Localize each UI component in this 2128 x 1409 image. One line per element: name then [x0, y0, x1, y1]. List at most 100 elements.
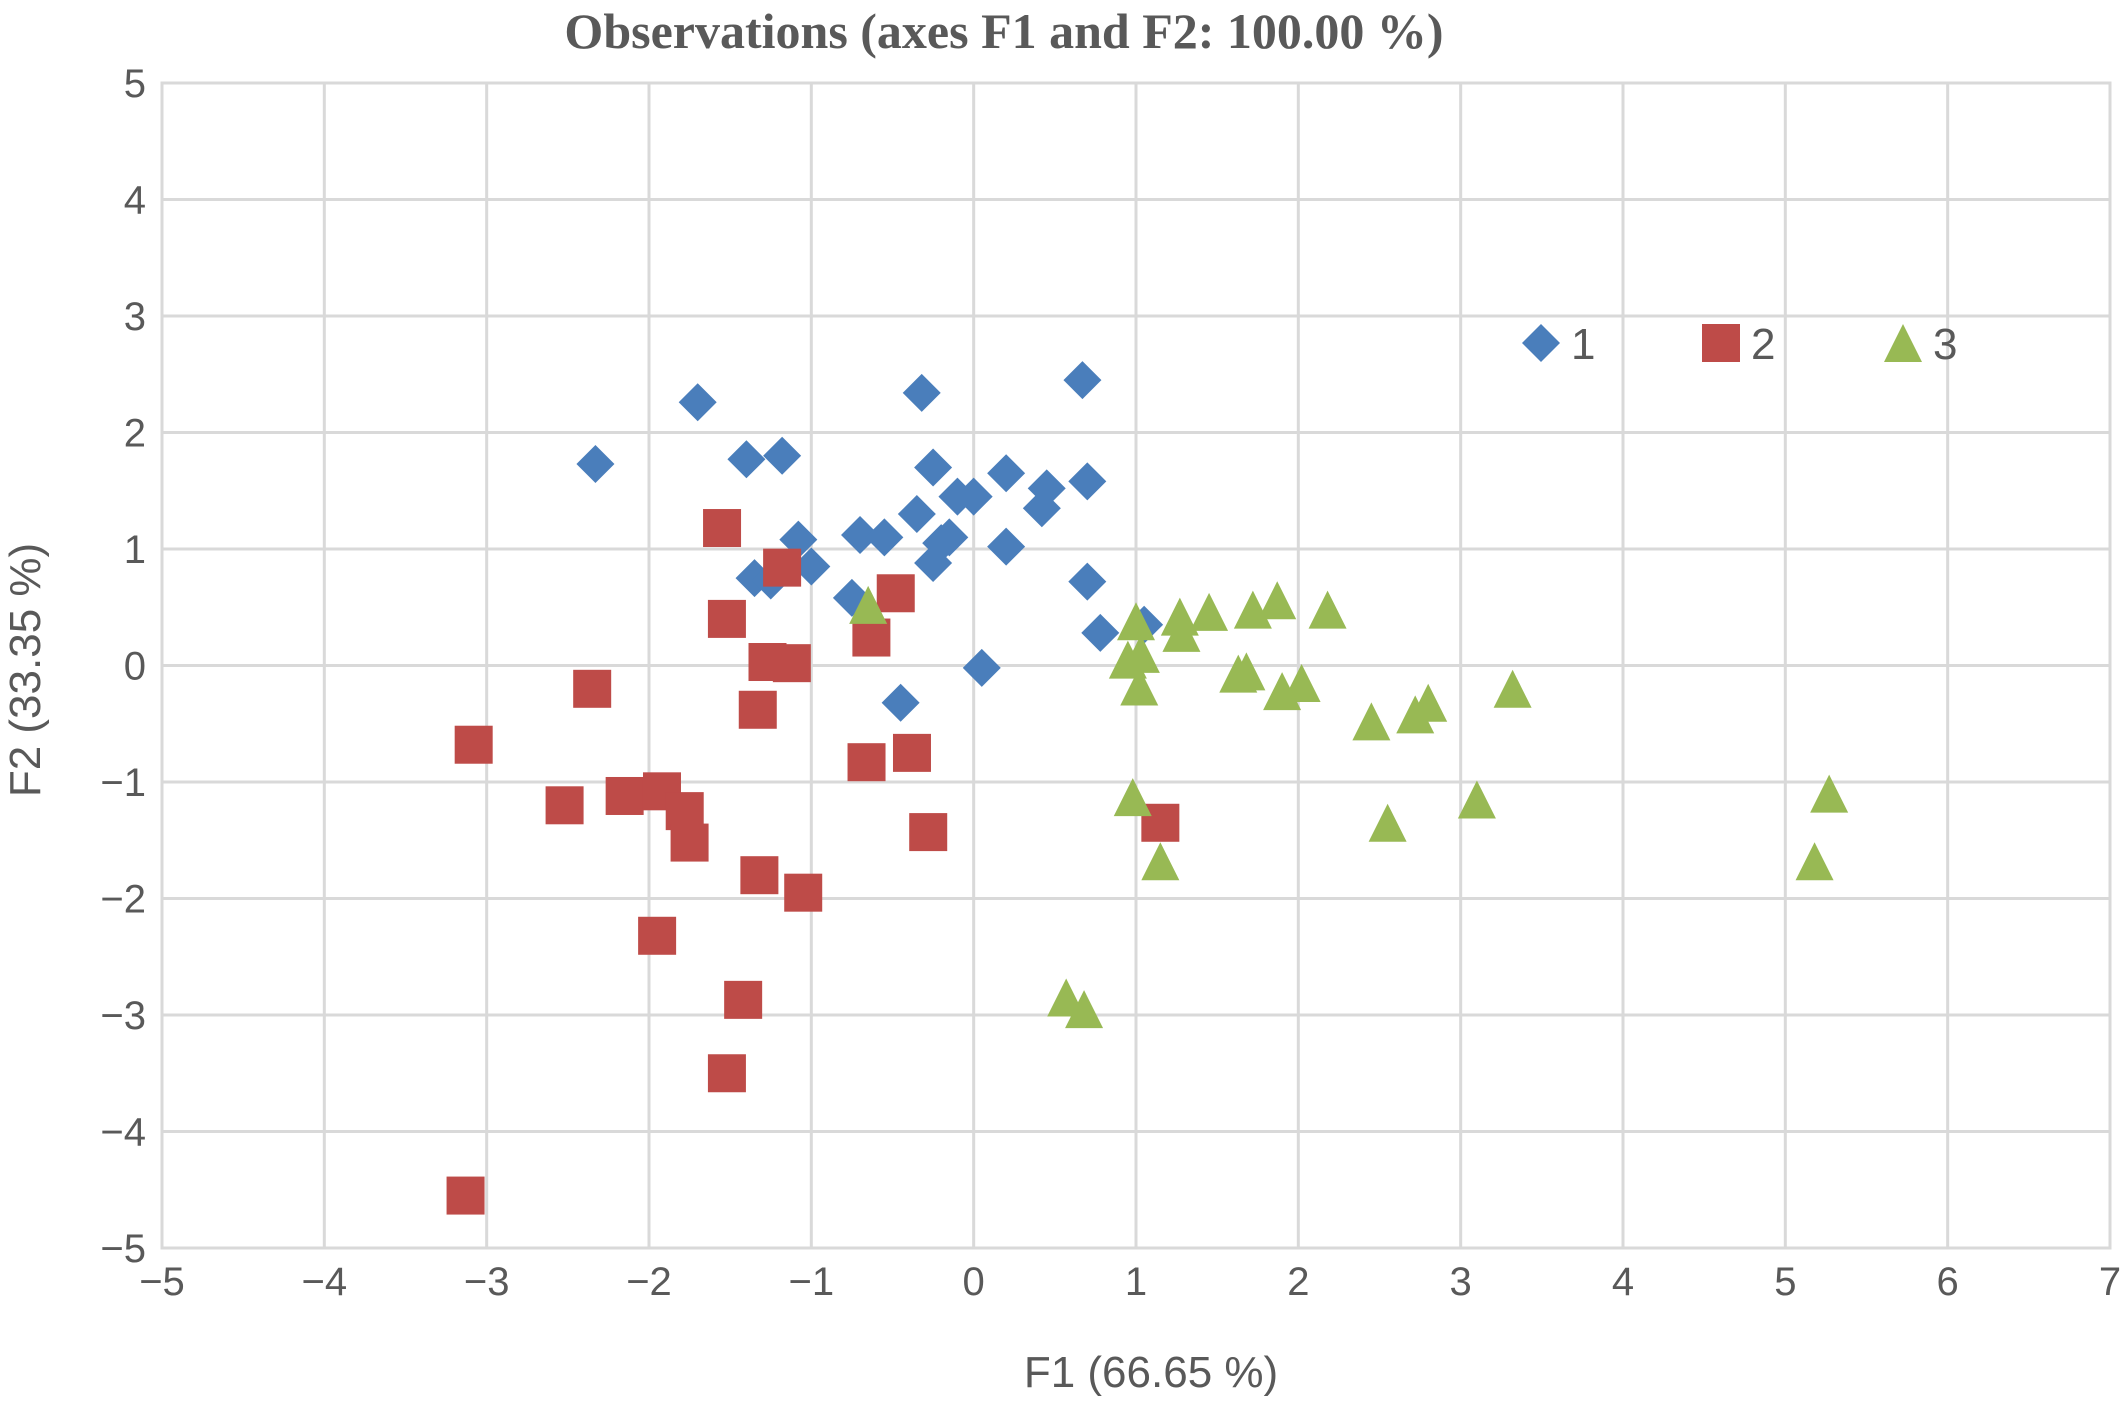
point-series-1 — [576, 444, 615, 483]
point-series-2 — [909, 813, 948, 852]
legend-marker-2 — [1702, 324, 1740, 362]
grid — [160, 81, 2112, 1250]
point-series-2 — [847, 743, 886, 782]
point-series-2 — [670, 823, 709, 862]
point-series-2 — [724, 980, 763, 1019]
point-series-2 — [772, 644, 811, 683]
point-series-3 — [1162, 613, 1201, 652]
x-tick-label: −3 — [464, 1260, 510, 1304]
y-tick-label: −1 — [100, 761, 146, 805]
point-series-3 — [1810, 774, 1849, 813]
point-series-1 — [792, 547, 831, 586]
y-tick-label: −4 — [100, 1111, 146, 1155]
point-series-3 — [1120, 667, 1159, 706]
legend-marker-1 — [1522, 324, 1560, 362]
point-series-3 — [1141, 842, 1180, 881]
point-series-1 — [841, 516, 880, 555]
y-tick-label: 2 — [124, 412, 146, 456]
point-series-1 — [914, 448, 953, 487]
point-series-1 — [897, 495, 936, 534]
legend-item-3: 3 — [1884, 320, 1957, 369]
chart-title: Observations (axes F1 and F2: 100.00 %) — [564, 3, 1443, 59]
point-series-3 — [1263, 672, 1302, 711]
point-series-2 — [784, 873, 823, 912]
point-series-1 — [1081, 613, 1120, 652]
legend-item-1: 1 — [1522, 320, 1595, 369]
point-series-2 — [738, 690, 777, 729]
point-series-3 — [1113, 778, 1152, 817]
legend-item-2: 2 — [1702, 320, 1775, 369]
point-series-2 — [852, 618, 891, 657]
point-series-3 — [1409, 683, 1448, 722]
point-series-2 — [638, 916, 677, 955]
x-tick-label: 2 — [1287, 1260, 1309, 1304]
x-tick-label: 0 — [963, 1260, 985, 1304]
y-axis-label: F2 (33.35 %) — [1, 543, 50, 797]
data-points — [446, 361, 1849, 1215]
legend: 1 2 3 — [1522, 320, 1957, 369]
point-series-3 — [1352, 702, 1391, 741]
point-series-2 — [545, 786, 584, 825]
point-series-1 — [1063, 361, 1102, 400]
series-2 — [446, 509, 1180, 1215]
point-series-2 — [707, 599, 746, 638]
point-series-1 — [727, 440, 766, 479]
point-series-3 — [1258, 581, 1297, 620]
y-tick-label: 4 — [124, 179, 146, 223]
legend-label-3: 3 — [1933, 320, 1957, 369]
point-series-3 — [1117, 602, 1155, 641]
legend-label-2: 2 — [1751, 320, 1775, 369]
legend-marker-3 — [1884, 324, 1922, 362]
tick-labels: −5 −4 −3 −2 −1 0 1 2 3 4 5 6 7 −5 −4 −3 −2 −1 0 1 2 3 4 5 — [100, 62, 2121, 1304]
point-series-1 — [1068, 462, 1107, 501]
point-series-3 — [1108, 640, 1147, 679]
point-series-1 — [930, 518, 969, 557]
point-series-1 — [1027, 469, 1066, 508]
point-series-2 — [703, 509, 742, 548]
point-series-3 — [1160, 597, 1199, 636]
point-series-1 — [763, 436, 802, 475]
point-series-1 — [678, 383, 717, 422]
x-tick-label: 3 — [1450, 1260, 1472, 1304]
point-series-3 — [1308, 590, 1347, 629]
series-3 — [849, 581, 1849, 1029]
point-series-3 — [849, 585, 888, 624]
point-series-2 — [876, 574, 915, 613]
y-tick-label: −5 — [100, 1227, 146, 1271]
point-series-3 — [1368, 803, 1407, 842]
point-series-2 — [892, 733, 931, 772]
point-series-3 — [1190, 592, 1229, 631]
plot-frame — [160, 81, 2112, 1250]
point-series-1 — [865, 518, 904, 557]
point-series-1 — [987, 527, 1026, 566]
point-series-3 — [1493, 669, 1532, 708]
x-tick-label: −1 — [789, 1260, 835, 1304]
point-series-1 — [954, 477, 993, 516]
y-tick-label: −3 — [100, 994, 146, 1038]
point-series-3 — [1065, 990, 1104, 1029]
point-series-2 — [446, 1176, 485, 1215]
series-1 — [576, 361, 1164, 722]
point-series-1 — [987, 454, 1026, 493]
point-series-1 — [902, 373, 941, 412]
point-series-1 — [1068, 562, 1107, 601]
x-tick-label: −5 — [139, 1260, 185, 1304]
x-tick-label: 5 — [1774, 1260, 1796, 1304]
y-tick-label: 0 — [124, 645, 146, 689]
point-series-2 — [605, 776, 644, 815]
point-series-1 — [962, 648, 1001, 687]
y-tick-label: 1 — [124, 528, 146, 572]
point-series-3 — [1457, 780, 1496, 819]
x-tick-label: 1 — [1125, 1260, 1147, 1304]
point-series-2 — [573, 669, 612, 708]
x-tick-label: 4 — [1612, 1260, 1634, 1304]
x-tick-label: −4 — [302, 1260, 348, 1304]
x-tick-label: 7 — [2099, 1260, 2121, 1304]
x-tick-label: 6 — [1937, 1260, 1959, 1304]
point-series-2 — [454, 725, 493, 764]
point-series-1 — [881, 683, 920, 722]
legend-label-1: 1 — [1571, 320, 1595, 369]
x-tick-label: −2 — [626, 1260, 672, 1304]
